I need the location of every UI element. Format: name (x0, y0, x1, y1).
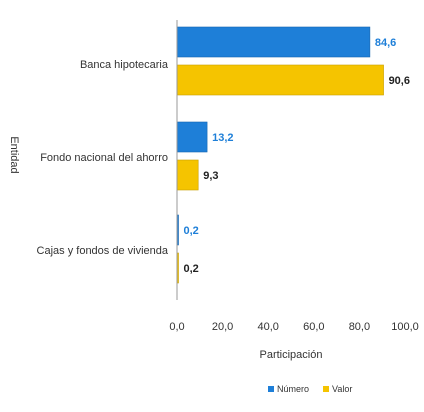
x-tick-label-0: 0,0 (169, 321, 184, 333)
x-tick-label-3: 60,0 (303, 321, 324, 333)
value-label-valor-banca-hipotecaria: 90,6 (389, 75, 410, 87)
category-label-cajas-y-fondos-de-vivienda: Cajas y fondos de vivienda (37, 245, 169, 257)
value-label-valor-cajas-y-fondos-de-vivienda: 0,2 (184, 263, 199, 275)
legend-swatch-numero (268, 386, 274, 392)
bar-valor-fondo-nacional-del-ahorro (176, 159, 199, 191)
bar-numero-banca-hipotecaria (176, 26, 371, 58)
x-tick-label-1: 20,0 (212, 321, 233, 333)
bar-numero-fondo-nacional-del-ahorro (176, 121, 208, 153)
legend-item-valor: Valor (323, 384, 352, 394)
value-label-numero-banca-hipotecaria: 84,6 (375, 37, 396, 49)
legend-label-valor: Valor (332, 384, 353, 394)
x-tick-label-2: 40,0 (257, 321, 278, 333)
category-label-banca-hipotecaria: Banca hipotecaria (80, 59, 169, 71)
bar-valor-banca-hipotecaria (176, 64, 384, 96)
legend-item-numero: Número (268, 384, 309, 394)
legend: Número Valor (268, 384, 352, 394)
x-axis-title: Participación (260, 349, 323, 361)
legend-swatch-valor (323, 386, 330, 392)
x-tick-label-4: 80,0 (349, 321, 370, 333)
y-axis-title: Entidad (8, 136, 20, 173)
value-label-numero-fondo-nacional-del-ahorro: 13,2 (212, 132, 233, 144)
legend-label-numero: Número (277, 384, 310, 394)
value-label-valor-fondo-nacional-del-ahorro: 9,3 (203, 170, 218, 182)
category-label-fondo-nacional-del-ahorro: Fondo nacional del ahorro (40, 152, 168, 164)
x-tick-label-5: 100,0 (391, 321, 419, 333)
value-label-numero-cajas-y-fondos-de-vivienda: 0,2 (184, 225, 199, 237)
